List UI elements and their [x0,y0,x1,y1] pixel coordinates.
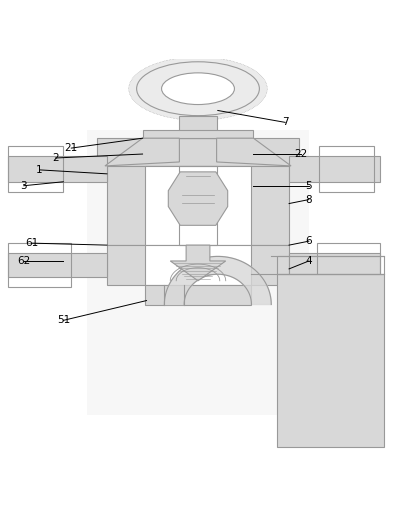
Text: 51: 51 [57,316,70,325]
Bar [145,245,251,285]
Ellipse shape [162,73,234,104]
Text: 61: 61 [25,238,38,248]
Polygon shape [217,138,291,166]
Polygon shape [164,256,271,304]
Bar [179,166,217,245]
Bar [8,243,71,287]
Bar [107,245,289,285]
Text: 4: 4 [306,256,312,266]
Text: 1: 1 [36,165,43,175]
Bar [319,146,374,192]
Polygon shape [170,245,226,281]
Bar [179,116,217,138]
Text: 2: 2 [52,153,59,163]
Bar [8,253,107,277]
Bar [8,146,63,192]
Polygon shape [168,172,228,225]
Text: 8: 8 [306,195,312,205]
Bar [107,166,289,245]
Text: 6: 6 [306,236,312,246]
Ellipse shape [129,57,267,120]
Text: 7: 7 [282,117,288,127]
Bar [143,130,253,138]
Bar [145,166,251,245]
Text: 5: 5 [306,181,312,191]
Text: 3: 3 [21,181,27,191]
Bar [277,274,384,447]
Bar [277,256,384,274]
Bar [145,285,251,304]
Bar [289,156,380,182]
Bar [289,253,380,277]
Text: 22: 22 [294,149,308,159]
Bar [8,156,107,182]
Bar [97,138,299,166]
Text: 21: 21 [65,143,78,153]
Bar [87,130,309,415]
Polygon shape [105,138,179,166]
Text: 62: 62 [17,256,30,266]
Bar [317,243,380,287]
